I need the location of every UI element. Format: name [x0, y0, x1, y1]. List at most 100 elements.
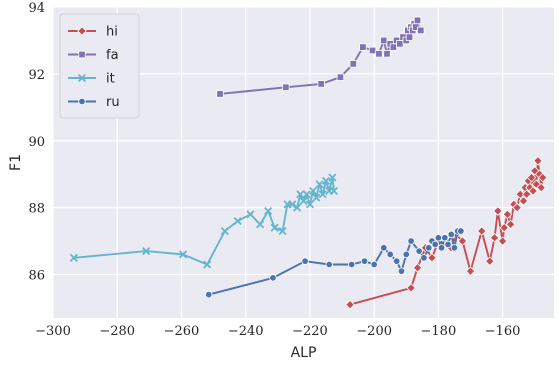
- series-fa: [216, 16, 425, 98]
- data-point-hi: [536, 182, 546, 193]
- tick-labels: −300 −280 −260 −240 −220 −200 −180 −160 86 88 90 92…: [28, 1, 520, 339]
- series-it: [69, 173, 339, 269]
- legend-item-hi: hi: [68, 25, 118, 40]
- data-point-it: [328, 173, 337, 182]
- data-point-ru: [325, 260, 333, 269]
- data-point-hi: [457, 236, 468, 246]
- data-point-it: [179, 250, 188, 259]
- data-point-it: [318, 190, 327, 199]
- data-point-hi: [412, 263, 423, 273]
- data-point-hi: [526, 172, 537, 183]
- data-point-it: [293, 203, 302, 212]
- legend-label-it: it: [106, 72, 115, 87]
- legend-label-ru: ru: [106, 95, 120, 110]
- data-point-fa: [368, 46, 377, 55]
- x-tick-label: −220: [292, 324, 328, 339]
- legend-marker-ru: [78, 97, 86, 106]
- data-point-fa: [383, 50, 391, 58]
- data-point-ru: [360, 257, 369, 265]
- data-point-fa: [405, 33, 414, 41]
- x-tick-label: −180: [421, 324, 457, 339]
- data-point-hi: [528, 186, 538, 196]
- y-tick-label: 90: [28, 135, 45, 150]
- data-point-hi: [529, 166, 540, 176]
- data-point-hi: [533, 156, 543, 166]
- data-point-fa: [389, 43, 398, 51]
- x-axis-label: ALP: [291, 345, 317, 361]
- legend-item-ru: ru: [68, 95, 120, 110]
- data-point-hi: [512, 202, 522, 213]
- y-tick-label: 92: [28, 68, 45, 83]
- y-tick-label: 86: [28, 269, 45, 284]
- data-point-hi: [345, 299, 355, 310]
- data-point-hi: [518, 196, 529, 206]
- series-ru: [205, 227, 465, 299]
- data-point-hi: [493, 206, 503, 216]
- data-point-hi: [521, 189, 532, 200]
- data-point-ru: [347, 260, 356, 269]
- data-point-ru: [457, 227, 465, 235]
- data-point-ru: [301, 257, 309, 265]
- y-axis-label: F1: [8, 154, 24, 171]
- legend: hi fa it ru: [59, 13, 140, 119]
- data-point-hi: [497, 236, 508, 246]
- data-point-it: [256, 220, 265, 229]
- data-point-ru: [402, 250, 410, 259]
- series-layer: [69, 16, 548, 310]
- data-point-ru: [450, 244, 459, 252]
- data-point-fa: [413, 16, 422, 25]
- data-point-hi: [485, 256, 495, 266]
- data-point-ru: [431, 240, 439, 249]
- data-point-fa: [317, 80, 325, 88]
- data-point-hi: [531, 179, 542, 190]
- data-point-ru: [437, 244, 446, 252]
- data-point-it: [305, 200, 314, 209]
- data-point-it: [246, 210, 255, 219]
- data-point-it: [142, 247, 151, 256]
- data-point-fa: [349, 60, 357, 68]
- data-point-it: [315, 180, 324, 189]
- data-point-fa: [216, 90, 224, 98]
- data-point-it: [203, 260, 212, 269]
- data-point-fa: [282, 83, 290, 91]
- x-tick-label: −260: [164, 324, 200, 339]
- x-tick-label: −160: [485, 324, 521, 339]
- x-tick-label: −280: [99, 324, 135, 339]
- data-point-ru: [380, 244, 388, 252]
- legend-item-it: it: [68, 72, 115, 87]
- data-point-ru: [397, 267, 406, 275]
- data-point-it: [288, 200, 297, 209]
- data-point-fa: [417, 26, 425, 35]
- data-point-it: [329, 186, 339, 195]
- y-tick-label: 94: [28, 1, 45, 16]
- data-point-fa: [359, 43, 367, 51]
- x-tick-label: −300: [35, 324, 71, 339]
- legend-item-fa: fa: [68, 48, 119, 63]
- data-point-it: [321, 176, 331, 185]
- legend-label-hi: hi: [106, 25, 118, 40]
- data-point-it: [220, 227, 229, 236]
- x-tick-label: −200: [356, 324, 392, 339]
- data-point-fa: [380, 36, 388, 45]
- data-point-fa: [336, 73, 345, 81]
- data-point-ru: [415, 247, 423, 255]
- gridlines: [52, 6, 554, 318]
- data-point-ru: [434, 234, 443, 242]
- data-point-ru: [420, 254, 428, 262]
- data-point-ru: [386, 250, 394, 259]
- data-point-ru: [370, 260, 378, 269]
- data-point-hi: [515, 189, 526, 200]
- data-point-hi: [489, 232, 500, 243]
- legend-box: [59, 13, 140, 119]
- data-point-fa: [375, 50, 383, 58]
- legend-marker-fa: [78, 50, 86, 59]
- data-point-ru: [425, 244, 433, 252]
- data-point-hi: [499, 222, 509, 233]
- data-point-hi: [505, 219, 516, 230]
- y-tick-label: 88: [28, 202, 45, 217]
- data-point-hi: [476, 226, 487, 236]
- data-point-it: [233, 216, 242, 226]
- data-point-hi: [427, 253, 437, 263]
- data-point-hi: [537, 172, 548, 183]
- data-point-ru: [392, 257, 401, 265]
